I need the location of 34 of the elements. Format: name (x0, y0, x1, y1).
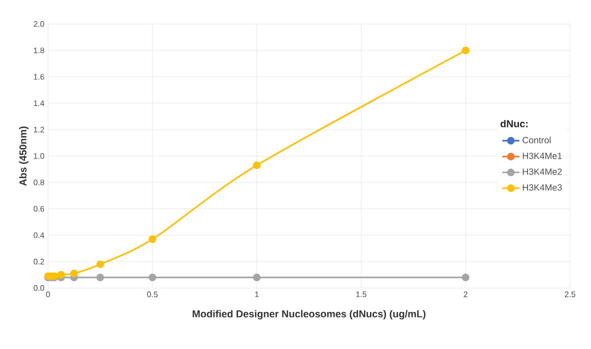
point (462, 46, 470, 54)
point (96, 260, 104, 268)
x-tick-label: 0 (46, 292, 50, 298)
y-tick-label: 0.0 (34, 285, 44, 291)
x-tick-label: 2.5 (564, 292, 576, 298)
x-tick-label: 1 (255, 292, 259, 298)
y-tick-label: 1.2 (34, 126, 44, 132)
x-tick-label: 1.5 (356, 292, 366, 298)
point (148, 235, 156, 243)
point (96, 274, 104, 282)
y-tick-label: 2.0 (34, 21, 44, 27)
x-axis-title: Modified Designer Nucleosomes (dNucs) (ug/mL) (192, 310, 426, 320)
point (148, 274, 156, 282)
x-tick-label: 0.5 (147, 292, 158, 298)
y-tick-label: 1.8 (34, 48, 44, 54)
point (462, 274, 470, 282)
y-tick-label: 0.6 (34, 206, 44, 212)
x-tick-label: 2 (464, 292, 468, 298)
point (57, 271, 65, 279)
legend-label: H3K4Me3 (522, 184, 562, 191)
y-tick-label: 0.8 (34, 180, 44, 186)
legend-label: Control (522, 136, 551, 144)
y-tick-label: 1.6 (34, 74, 44, 80)
point (70, 270, 78, 278)
y-tick-label: 1.0 (34, 153, 44, 159)
y-tick-label: 1.4 (34, 100, 44, 106)
legend-title: dNuc: (500, 120, 528, 128)
point (253, 274, 261, 282)
y-tick-label: 0.4 (34, 232, 44, 238)
legend-label: H3K4Me1 (522, 152, 562, 160)
legend-label: H3K4Me2 (522, 168, 562, 175)
y-axis-title: Abs (450nm) (19, 126, 28, 186)
y-tick-label: 0.2 (34, 258, 44, 264)
point (253, 161, 261, 170)
